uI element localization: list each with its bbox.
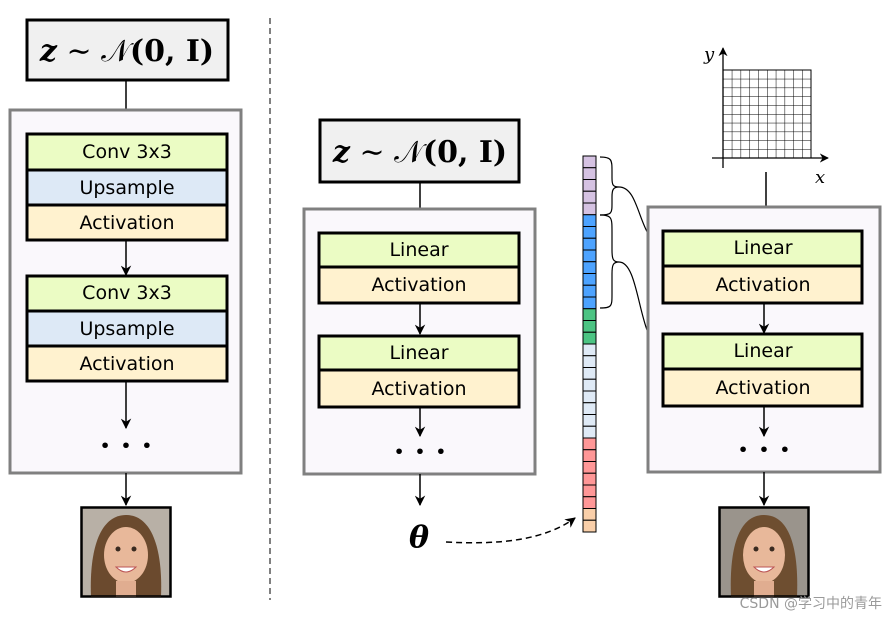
parameter-cell <box>582 390 597 404</box>
parameter-cell <box>582 249 597 263</box>
parameter-cell <box>582 202 597 216</box>
ellipsis: · · · <box>394 435 446 470</box>
coordinate-grid <box>722 69 812 159</box>
hypernetwork: z ∼ 𝒩(0, I) Linear Activation Linear Act… <box>302 118 576 556</box>
parameter-cell <box>582 378 597 392</box>
mlp-block-1: Linear Activation <box>317 231 521 305</box>
parameter-cell <box>582 190 597 204</box>
latent-formula: z ∼ 𝒩(0, I) <box>39 34 214 69</box>
parameter-cell <box>582 296 597 310</box>
linear-label: Linear <box>733 340 792 362</box>
parameter-cell <box>582 237 597 251</box>
parameter-vector <box>582 155 597 533</box>
ellipsis: · · · <box>100 429 152 464</box>
parameter-cell <box>582 437 597 451</box>
linear-label: Linear <box>733 237 792 259</box>
parameter-cell <box>582 355 597 368</box>
parameter-cell <box>582 273 597 286</box>
activation-label: Activation <box>79 353 174 375</box>
parameter-cell <box>582 367 597 380</box>
activation-label: Activation <box>371 378 466 400</box>
parameter-cell <box>582 308 597 321</box>
y-axis-label: y <box>703 44 715 65</box>
parameter-cell <box>582 461 597 474</box>
upsample-label: Upsample <box>79 318 174 340</box>
mlp-block-2: Linear Activation <box>317 334 521 409</box>
parameter-cell <box>582 414 597 427</box>
parameter-cell <box>582 402 597 415</box>
parameter-cell <box>582 155 597 169</box>
activation-label: Activation <box>79 212 174 234</box>
output-face-image <box>718 506 810 598</box>
activation-label: Activation <box>715 274 810 296</box>
parameter-cell <box>582 226 597 239</box>
latent-formula-box <box>318 118 521 184</box>
left-generator: z ∼ 𝒩(0, I) Conv 3x3 Upsample Activation… <box>8 18 243 598</box>
ellipsis: · · · <box>738 433 790 468</box>
parameter-cell <box>582 320 597 333</box>
output-face-image <box>80 506 172 598</box>
parameter-cell <box>582 261 597 274</box>
parameter-cell <box>582 331 597 345</box>
mlp-block-2: Linear Activation <box>661 332 864 408</box>
implicit-network: x y Linear Activation Linear Activation … <box>646 44 882 598</box>
linear-label: Linear <box>389 342 448 364</box>
parameter-cell <box>582 449 597 462</box>
parameter-cell <box>582 343 597 357</box>
parameter-cell <box>582 179 597 192</box>
parameter-cell <box>582 472 597 486</box>
parameter-cell <box>582 484 597 498</box>
cnn-block-1: Conv 3x3 Upsample Activation <box>25 132 229 242</box>
parameter-cell <box>582 167 597 180</box>
mlp-block-1: Linear Activation <box>661 229 864 305</box>
latent-formula-box <box>25 18 230 82</box>
conv-label: Conv 3x3 <box>82 141 172 163</box>
parameter-cell <box>582 284 597 298</box>
x-axis-label: x <box>815 167 825 188</box>
activation-label: Activation <box>715 377 810 399</box>
parameter-cell <box>582 214 597 227</box>
cnn-block-2: Conv 3x3 Upsample Activation <box>25 274 229 383</box>
activation-label: Activation <box>371 274 466 296</box>
parameter-cell <box>582 496 597 509</box>
parameter-cell <box>582 519 597 533</box>
parameter-cell <box>582 425 597 439</box>
latent-formula: z ∼ 𝒩(0, I) <box>332 135 507 170</box>
linear-label: Linear <box>389 239 448 261</box>
conv-label: Conv 3x3 <box>82 282 172 304</box>
theta-label: θ <box>409 521 429 556</box>
parameter-cell <box>582 508 597 521</box>
upsample-label: Upsample <box>79 177 174 199</box>
watermark: CSDN @学习中的青年 <box>739 596 882 612</box>
